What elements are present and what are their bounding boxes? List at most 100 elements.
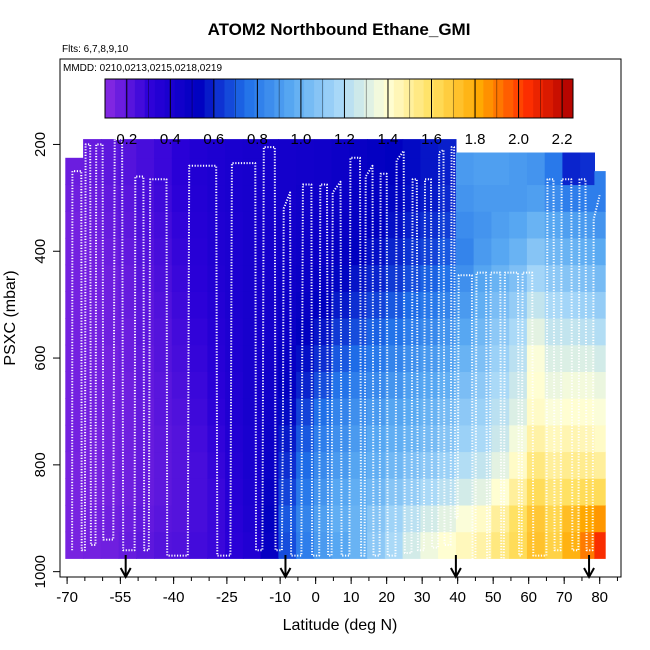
heatmap-cell [580,451,595,479]
heatmap-cell [331,211,350,239]
heatmap-cell [189,504,208,533]
heatmap-cell [438,424,457,453]
heatmap-cell [154,478,173,506]
heatmap-cell [83,344,102,372]
colorbar-tick-label: 0.6 [203,131,224,148]
heatmap-cell [562,424,581,453]
heatmap-cell [580,291,595,319]
plot-frame [59,58,622,578]
heatmap-cell [278,504,297,533]
heatmap-cell [562,264,581,292]
colorbar-swatch [124,79,136,118]
colorbar-tick-label: 2.0 [508,131,529,148]
x-axis: -70 -55 -40 -25 -10 0 10 20 30 40 50 60 70 80 [56,577,618,606]
heatmap-cell [296,264,315,292]
heatmap-cell [225,451,244,479]
heatmap-cell [526,184,546,212]
x-tick-label: -10 [269,589,291,606]
heatmap-cell [473,451,492,479]
heatmap-cell [260,504,279,533]
x-tick-label: -40 [163,589,185,606]
heatmap-cell [420,184,439,212]
heatmap-cell [225,531,244,559]
heatmap-cell [65,478,84,506]
heatmap-cell [455,152,475,186]
heatmap-cell [438,531,457,559]
heatmap-cell [473,184,492,212]
heatmap-cell [526,344,546,372]
heatmap-cell [189,139,208,159]
heatmap-cell [402,264,421,292]
colorbar-swatch [284,79,295,118]
dates-label: MMDD: 0210,0213,0215,0218,0219 [63,63,222,74]
heatmap-cell [438,371,457,399]
heatmap-cell [207,451,226,479]
heatmap-cell [384,318,404,346]
heatmap-cell [278,398,297,426]
colorbar-swatch [433,79,444,118]
heatmap-cell [349,504,368,533]
heatmap-cell [154,139,173,159]
heatmap-cell [420,531,439,559]
heatmap-cell [260,398,279,426]
heatmap-cell [384,264,404,292]
heatmap-cell [171,211,191,239]
heatmap-cell [402,157,421,186]
heatmap-cell [100,451,120,479]
heatmap-cell [207,211,226,239]
heatmap-cell [118,184,137,212]
heatmap-cell [313,504,333,533]
heatmap-cell [509,211,528,239]
heatmap-cell [420,264,439,292]
heatmap-cell [491,237,510,266]
heatmap-cell [349,344,368,372]
heatmap-cell [384,451,404,479]
heatmap-cell [526,152,546,186]
heatmap-cell [580,531,595,559]
heatmap-cell [313,424,333,453]
heatmap-cell [83,424,102,453]
heatmap-cell [154,424,173,453]
heatmap-cell [455,264,475,292]
colorbar-swatch [194,79,205,118]
heatmap-cell [455,371,475,399]
heatmap-cell [544,504,564,533]
heatmap-cell [136,211,155,239]
x-tick-label: -55 [110,589,132,606]
heatmap-cell [313,291,333,319]
heatmap-cell [189,344,208,372]
heatmap-cell [65,264,84,292]
heatmap-cell [242,318,262,346]
heatmap-cell [526,237,546,266]
heatmap-cell [242,139,262,159]
colorbar-swatch [334,79,345,118]
heatmap-cell [171,504,191,533]
heatmap-cell [473,152,492,186]
heatmap-cell [473,504,492,533]
heatmap-cell [136,237,155,266]
heatmap-cell [225,291,244,319]
y-tick-label: 800 [32,452,49,477]
heatmap-cell [455,318,475,346]
heatmap-cell [154,371,173,399]
heatmap-cell [367,291,386,319]
x-tick-label: 30 [414,589,431,606]
heatmap-cell [594,211,606,239]
heatmap-cell [384,478,404,506]
heatmap-cell [331,139,350,159]
heatmap-cell [349,451,368,479]
heatmap-cell [296,291,315,319]
heatmap-cell [420,157,439,186]
heatmap-cell [154,211,173,239]
heatmap-cell [171,424,191,453]
heatmap-cell [154,264,173,292]
heatmap-cell [225,398,244,426]
heatmap-cell [455,184,475,212]
colorbar-swatch [214,79,225,118]
colorbar-swatch [563,79,574,118]
heatmap-cell [100,344,120,372]
heatmap-cell [526,424,546,453]
colorbar-swatch [204,79,215,118]
heatmap-cell [594,398,606,426]
heatmap-cell [278,237,297,266]
